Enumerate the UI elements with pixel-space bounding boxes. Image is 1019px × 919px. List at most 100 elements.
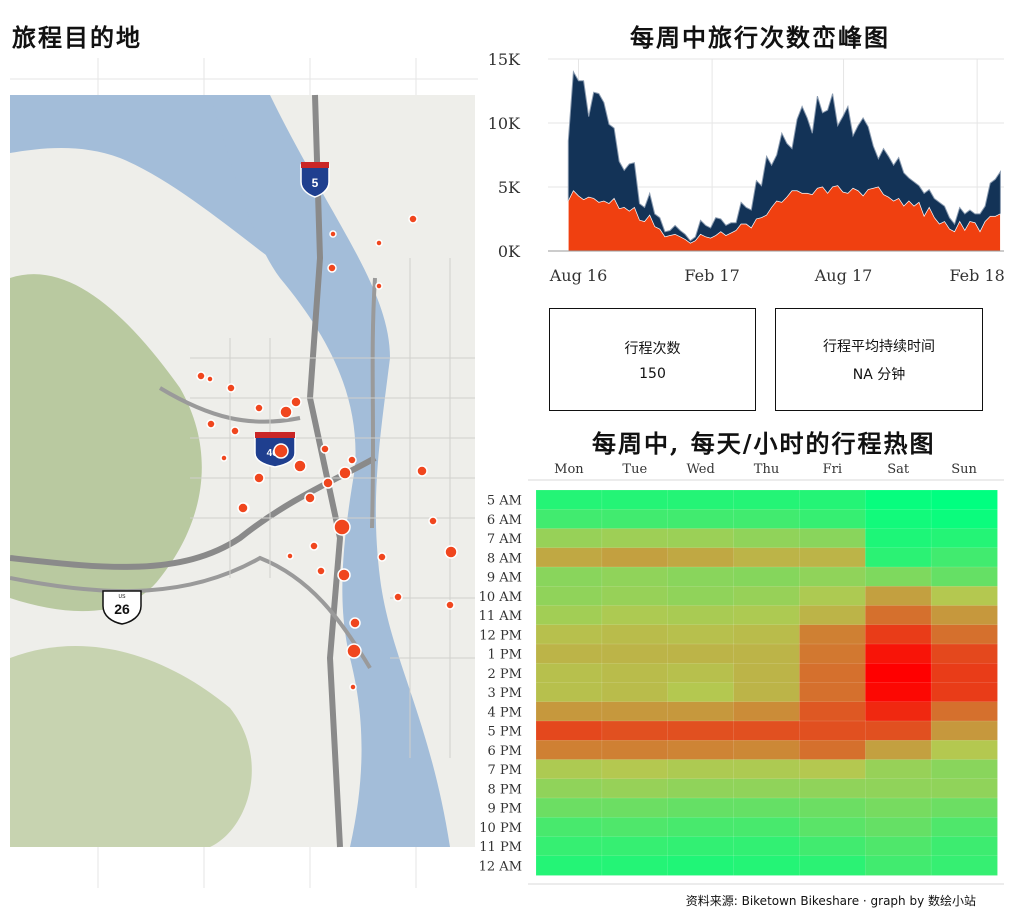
- heatmap-cell[interactable]: [930, 701, 998, 722]
- heatmap-cell[interactable]: [930, 509, 998, 530]
- ridge-areas[interactable]: [548, 70, 1004, 252]
- heatmap-cell[interactable]: [667, 720, 735, 741]
- heatmap-cell[interactable]: [930, 817, 998, 838]
- destination-points[interactable]: [196, 214, 458, 691]
- destination-point[interactable]: [290, 396, 302, 408]
- heatmap-cell[interactable]: [733, 624, 801, 645]
- heatmap-cell[interactable]: [733, 778, 801, 799]
- heatmap-cell[interactable]: [667, 701, 735, 722]
- destination-point[interactable]: [206, 419, 216, 429]
- heatmap-cell[interactable]: [733, 740, 801, 761]
- heatmap-cell[interactable]: [601, 797, 669, 818]
- destination-point[interactable]: [322, 477, 334, 489]
- destination-point[interactable]: [273, 443, 289, 459]
- heatmap-cell[interactable]: [865, 489, 932, 510]
- heatmap-cells[interactable]: [528, 489, 1004, 885]
- heatmap-cell[interactable]: [799, 797, 867, 818]
- heatmap-cell[interactable]: [799, 528, 867, 549]
- heatmap-cell[interactable]: [930, 663, 998, 684]
- destination-point[interactable]: [286, 552, 294, 560]
- heatmap-cell[interactable]: [865, 605, 932, 626]
- heatmap-cell[interactable]: [601, 778, 669, 799]
- heatmap-cell[interactable]: [865, 682, 932, 703]
- heatmap-cell[interactable]: [733, 797, 801, 818]
- destination-point[interactable]: [220, 454, 228, 462]
- heatmap-cell[interactable]: [535, 682, 603, 703]
- heatmap-cell[interactable]: [799, 566, 867, 587]
- destination-point[interactable]: [309, 541, 319, 551]
- heatmap-cell[interactable]: [865, 836, 932, 857]
- destination-point[interactable]: [226, 383, 236, 393]
- heatmap-cell[interactable]: [535, 643, 603, 664]
- destination-point[interactable]: [333, 518, 351, 536]
- heatmap-cell[interactable]: [667, 778, 735, 799]
- heatmap-cell[interactable]: [601, 489, 669, 510]
- heatmap-cell[interactable]: [865, 509, 932, 530]
- heatmap-cell[interactable]: [865, 566, 932, 587]
- heatmap-cell[interactable]: [601, 605, 669, 626]
- heatmap-cell[interactable]: [930, 586, 998, 607]
- heatmap-cell[interactable]: [865, 701, 932, 722]
- destination-point[interactable]: [428, 516, 438, 526]
- heatmap-cell[interactable]: [799, 489, 867, 510]
- heatmap-cell[interactable]: [535, 720, 603, 741]
- heatmap-cell[interactable]: [930, 528, 998, 549]
- heatmap-cell[interactable]: [930, 720, 998, 741]
- destination-point[interactable]: [445, 600, 455, 610]
- heatmap-cell[interactable]: [733, 817, 801, 838]
- heatmap-cell[interactable]: [865, 778, 932, 799]
- destination-point[interactable]: [375, 282, 383, 290]
- heatmap-cell[interactable]: [535, 509, 603, 530]
- destination-point[interactable]: [347, 455, 357, 465]
- destination-point[interactable]: [206, 375, 214, 383]
- destination-point[interactable]: [375, 239, 383, 247]
- destination-point[interactable]: [349, 617, 361, 629]
- heatmap-cell[interactable]: [535, 663, 603, 684]
- heatmap-cell[interactable]: [667, 547, 735, 568]
- heatmap-cell[interactable]: [930, 778, 998, 799]
- destination-point[interactable]: [254, 403, 264, 413]
- destination-point[interactable]: [416, 465, 428, 477]
- heatmap-cell[interactable]: [667, 817, 735, 838]
- heatmap-cell[interactable]: [733, 701, 801, 722]
- heatmap-cell[interactable]: [535, 778, 603, 799]
- heatmap-cell[interactable]: [799, 586, 867, 607]
- heatmap-cell[interactable]: [667, 682, 735, 703]
- destination-point[interactable]: [337, 568, 351, 582]
- destination-point[interactable]: [253, 472, 265, 484]
- destination-point[interactable]: [329, 230, 337, 238]
- heatmap-cell[interactable]: [865, 547, 932, 568]
- heatmap-cell[interactable]: [865, 797, 932, 818]
- heatmap-cell[interactable]: [799, 663, 867, 684]
- heatmap-cell[interactable]: [799, 509, 867, 530]
- heatmap-cell[interactable]: [535, 547, 603, 568]
- destination-point[interactable]: [327, 263, 337, 273]
- destination-point[interactable]: [196, 371, 206, 381]
- heatmap-cell[interactable]: [733, 759, 801, 780]
- destination-point[interactable]: [338, 466, 352, 480]
- heatmap-cell[interactable]: [667, 566, 735, 587]
- heatmap-cell[interactable]: [667, 605, 735, 626]
- heatmap-cell[interactable]: [799, 643, 867, 664]
- heatmap-cell[interactable]: [601, 643, 669, 664]
- heatmap-cell[interactable]: [733, 547, 801, 568]
- heatmap-cell[interactable]: [667, 624, 735, 645]
- heatmap-cell[interactable]: [601, 509, 669, 530]
- heatmap-cell[interactable]: [799, 836, 867, 857]
- destination-point[interactable]: [408, 214, 418, 224]
- heatmap-cell[interactable]: [865, 586, 932, 607]
- heatmap-cell[interactable]: [535, 566, 603, 587]
- map-canvas[interactable]: 5 405 US 26: [10, 58, 478, 888]
- heatmap-cell[interactable]: [535, 740, 603, 761]
- heatmap-cell[interactable]: [535, 855, 603, 876]
- heatmap-cell[interactable]: [865, 663, 932, 684]
- heatmap-cell[interactable]: [930, 855, 998, 876]
- heatmap-cell[interactable]: [535, 624, 603, 645]
- heatmap-cell[interactable]: [930, 566, 998, 587]
- heatmap-cell[interactable]: [799, 624, 867, 645]
- heatmap-cell[interactable]: [799, 817, 867, 838]
- heatmap-cell[interactable]: [667, 509, 735, 530]
- destination-point[interactable]: [316, 566, 326, 576]
- heatmap-cell[interactable]: [799, 759, 867, 780]
- destination-point[interactable]: [237, 502, 249, 514]
